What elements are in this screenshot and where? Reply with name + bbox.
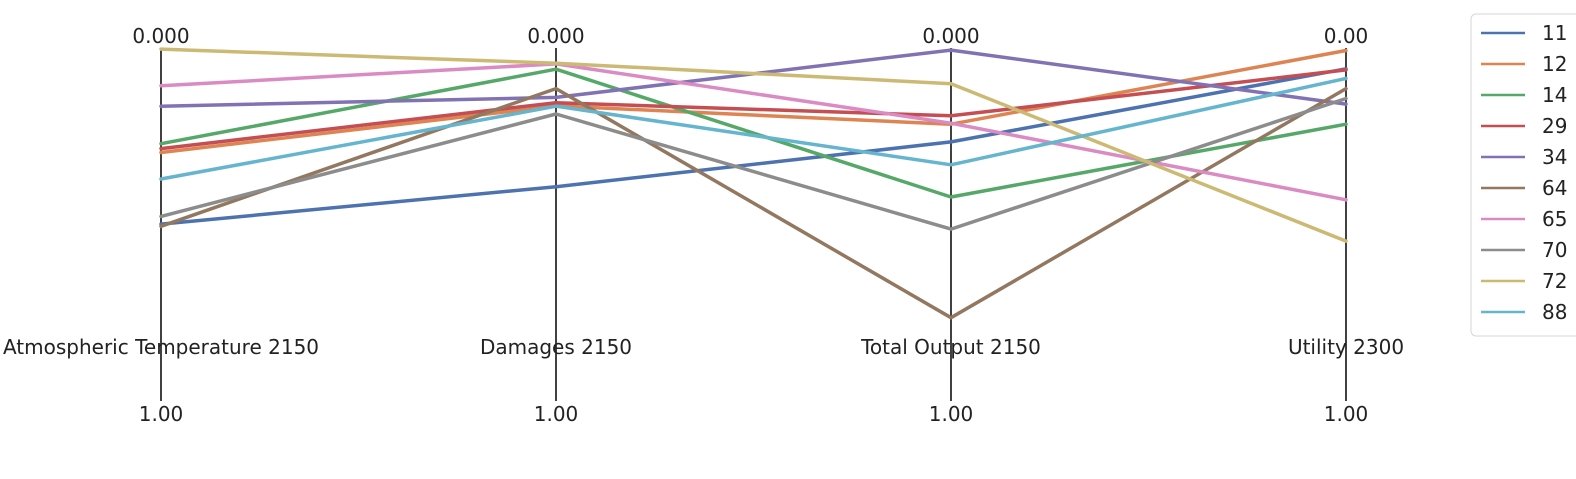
legend-label-64: 64 bbox=[1542, 176, 1567, 200]
series-line-64 bbox=[159, 86, 1348, 320]
legend-label-12: 12 bbox=[1542, 52, 1567, 76]
axis-bottom-tick-label: 1.00 bbox=[1324, 402, 1369, 426]
axis-labels-layer: 0.000 1.00 Atmospheric Temperature 2150 0.0… bbox=[3, 24, 1404, 426]
axis-top-tick-label: 0.000 bbox=[922, 24, 979, 48]
series-line-11 bbox=[159, 67, 1348, 226]
series-lines-layer bbox=[159, 47, 1348, 320]
axis-label: Damages 2150 bbox=[480, 335, 632, 359]
series-line-88 bbox=[159, 76, 1348, 181]
legend-label-88: 88 bbox=[1542, 300, 1567, 324]
legend: 11 12 14 29 34 64 65 70 72 88 bbox=[1470, 13, 1576, 337]
axis-bottom-tick-label: 1.00 bbox=[534, 402, 579, 426]
legend-label-29: 29 bbox=[1542, 114, 1567, 138]
series-line-29 bbox=[159, 68, 1348, 151]
series-line-72 bbox=[159, 47, 1348, 243]
legend-label-14: 14 bbox=[1542, 83, 1567, 107]
axis-top-tick-label: 0.00 bbox=[1324, 24, 1369, 48]
legend-label-65: 65 bbox=[1542, 207, 1567, 231]
series-line-34 bbox=[159, 48, 1348, 108]
legend-label-34: 34 bbox=[1542, 145, 1567, 169]
axis-label: Total Output 2150 bbox=[860, 335, 1041, 359]
axis-top-tick-label: 0.000 bbox=[132, 24, 189, 48]
axis-bottom-tick-label: 1.00 bbox=[139, 402, 184, 426]
legend-label-72: 72 bbox=[1542, 269, 1567, 293]
series-line-12 bbox=[159, 48, 1348, 155]
legend-label-11: 11 bbox=[1542, 21, 1567, 45]
axis-top-tick-label: 0.000 bbox=[527, 24, 584, 48]
axis-label: Atmospheric Temperature 2150 bbox=[3, 335, 319, 359]
axis-label: Utility 2300 bbox=[1288, 335, 1404, 359]
axis-bottom-tick-label: 1.00 bbox=[929, 402, 974, 426]
legend-label-70: 70 bbox=[1542, 238, 1567, 262]
